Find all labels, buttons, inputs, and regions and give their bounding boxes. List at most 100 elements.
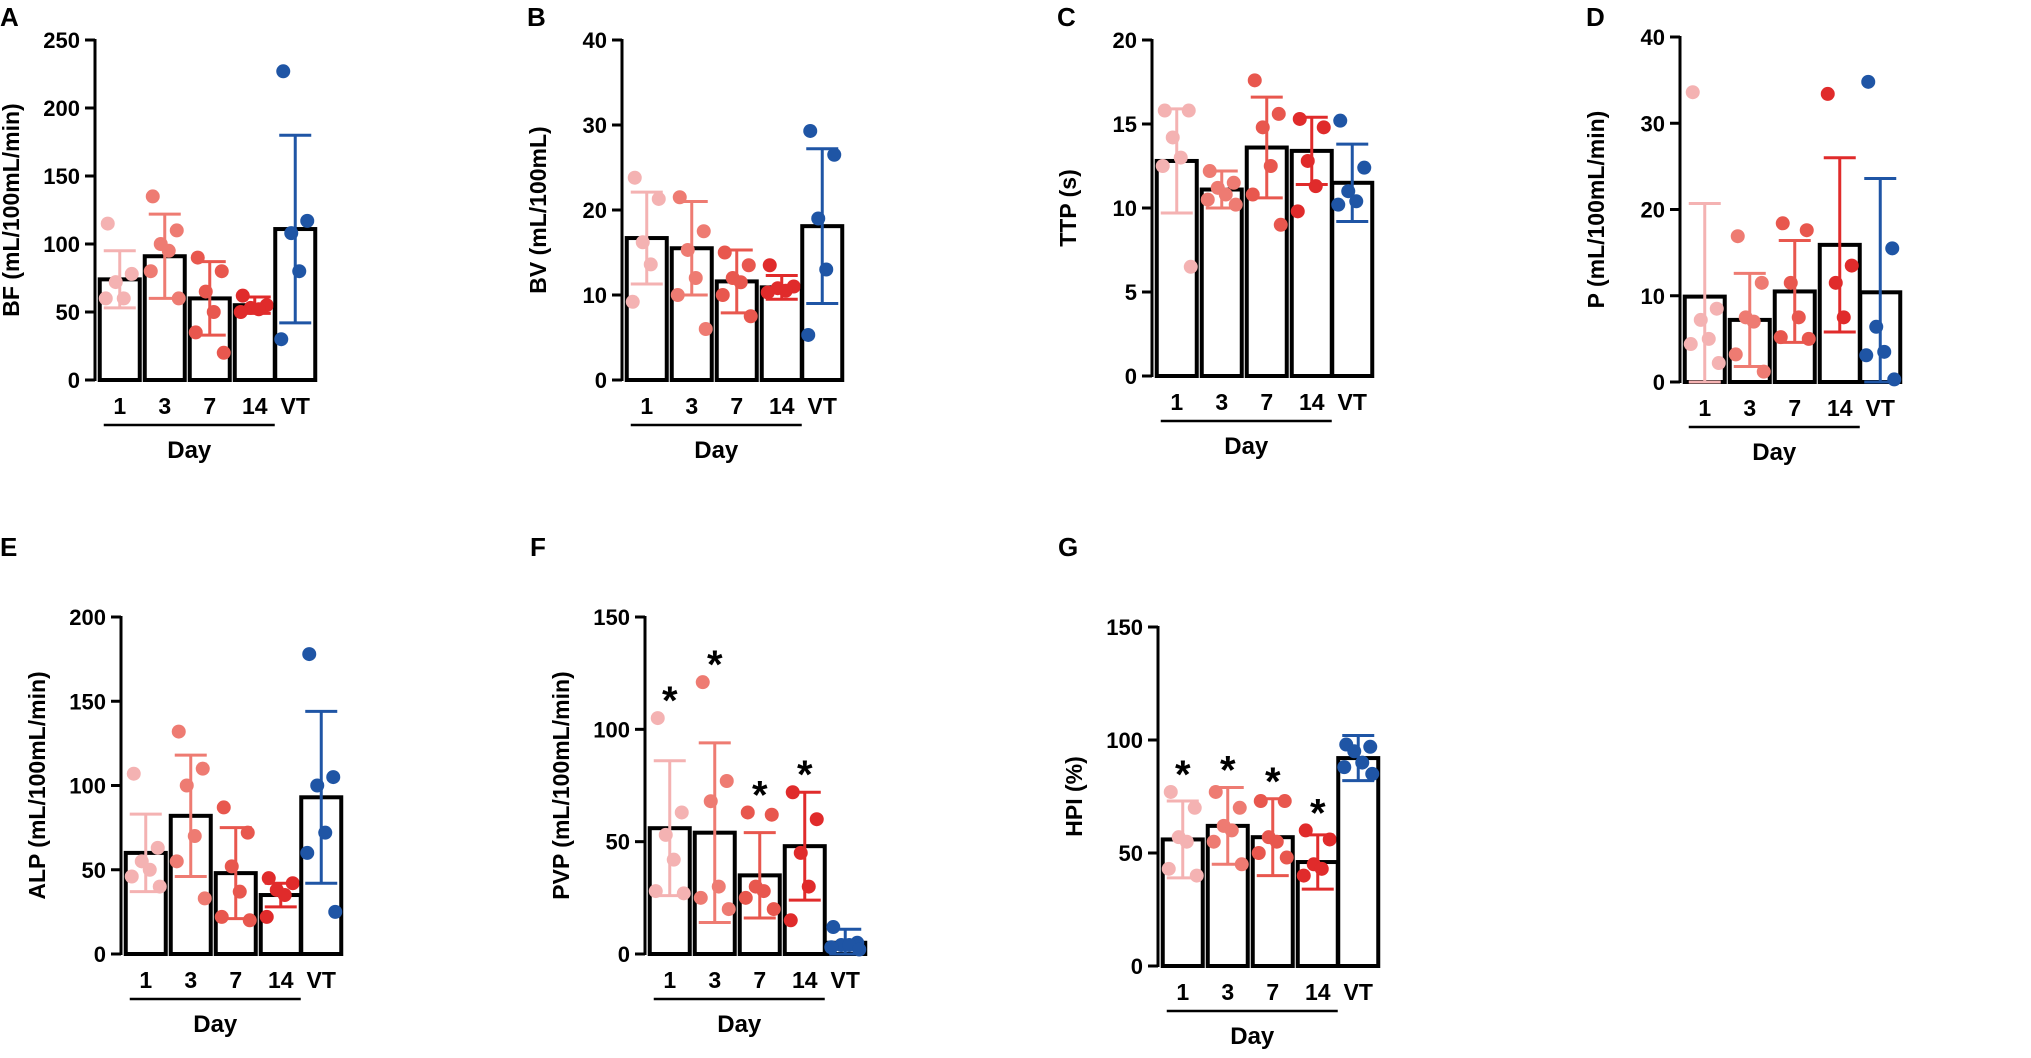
data-point [179,778,194,793]
data-point [766,902,781,917]
data-point [666,852,681,867]
data-point [1711,356,1726,371]
x-tick-label: VT [1344,979,1373,1005]
x-tick-label: 7 [203,393,216,419]
data-point [169,854,184,869]
significance-marker: * [752,773,768,817]
y-tick-label: 30 [583,113,607,138]
data-point [672,190,687,205]
data-point [1801,331,1816,346]
data-point [1314,861,1329,876]
data-point [240,825,255,840]
data-point [328,904,343,919]
y-tick-label: 200 [43,96,80,121]
data-point [1206,834,1221,849]
data-point [276,64,291,79]
y-tick-label: 40 [583,28,607,53]
y-tick-label: 50 [1119,841,1143,866]
y-axis-label: BF (mL/100mL/min) [0,103,24,316]
data-point [1754,275,1769,290]
data-point [1208,784,1223,799]
significance-marker: * [797,753,813,797]
data-point [1709,301,1724,316]
chart-panel-g: G 0 50 100 150 HPI (%) * 1 * 3 * 7 * 14 VT Day [1058,532,1381,1050]
x-tick-label: 1 [1170,389,1183,415]
data-point [169,223,184,238]
y-tick-label: 100 [69,774,106,799]
data-point [1189,868,1204,883]
data-point [1187,800,1202,815]
x-tick-label: 1 [113,393,126,419]
data-point [261,871,276,886]
data-point [1298,823,1313,838]
data-point [1155,159,1170,173]
chart-panel-e: E 0 50 100 150 200 ALP (mL/100mL/min) 1 3 7 14 VT Da… [0,532,344,1038]
data-point [124,869,139,884]
data-point [1683,337,1698,352]
data-point [1245,187,1260,202]
x-tick-label: VT [808,393,837,419]
data-point [674,805,689,820]
data-point [826,920,841,935]
data-point [648,884,663,899]
data-point [688,271,703,285]
data-point [1316,120,1331,135]
data-point [1365,766,1380,781]
data-point [1300,153,1315,168]
data-point [696,224,711,239]
x-tick-label: 1 [663,967,676,993]
y-tick-label: 50 [606,830,630,855]
data-point [1179,834,1194,849]
data-point [801,327,816,342]
y-tick-label: 150 [43,164,80,189]
data-point [1799,223,1814,238]
data-point [1885,241,1900,256]
y-tick-label: 150 [1106,615,1143,640]
data-point [651,191,666,206]
data-point [1775,216,1790,231]
data-point [756,884,771,899]
data-point [1859,348,1874,363]
significance-marker: * [1175,753,1191,797]
data-point [310,778,325,793]
x-tick-label: 7 [753,967,766,993]
data-point [819,262,834,277]
data-point [300,845,315,860]
x-tick-label: 7 [730,393,743,419]
y-tick-label: 150 [593,605,630,630]
data-point [224,859,239,874]
y-tick-label: 250 [43,28,80,53]
significance-marker: * [707,643,723,687]
data-point [764,807,779,822]
data-point [793,845,808,860]
data-point [627,170,642,185]
data-point [171,724,186,739]
data-point [711,879,726,894]
y-tick-label: 0 [68,368,80,393]
data-point [801,879,816,894]
x-tick-label: 7 [1266,979,1279,1005]
data-point [1341,184,1356,199]
data-point [695,675,710,690]
data-point [1157,103,1172,118]
data-point [1363,739,1378,754]
data-point [1232,800,1247,815]
y-tick-label: 10 [583,283,607,308]
data-point [142,862,157,877]
x-tick-label: 14 [769,393,795,419]
panel-letter: F [530,532,546,562]
data-point [1181,103,1196,118]
data-point [1828,275,1843,290]
data-point [1277,794,1292,809]
data-point [1202,164,1217,179]
data-point [1820,86,1835,101]
y-tick-label: 100 [1106,728,1143,753]
data-point [1253,794,1268,809]
y-tick-label: 10 [1113,196,1137,221]
x-tick-label: 7 [1788,395,1801,421]
x-tick-label: 3 [184,967,197,993]
y-tick-label: 200 [69,605,106,630]
x-tick-label: 1 [139,967,152,993]
data-point [827,147,842,162]
